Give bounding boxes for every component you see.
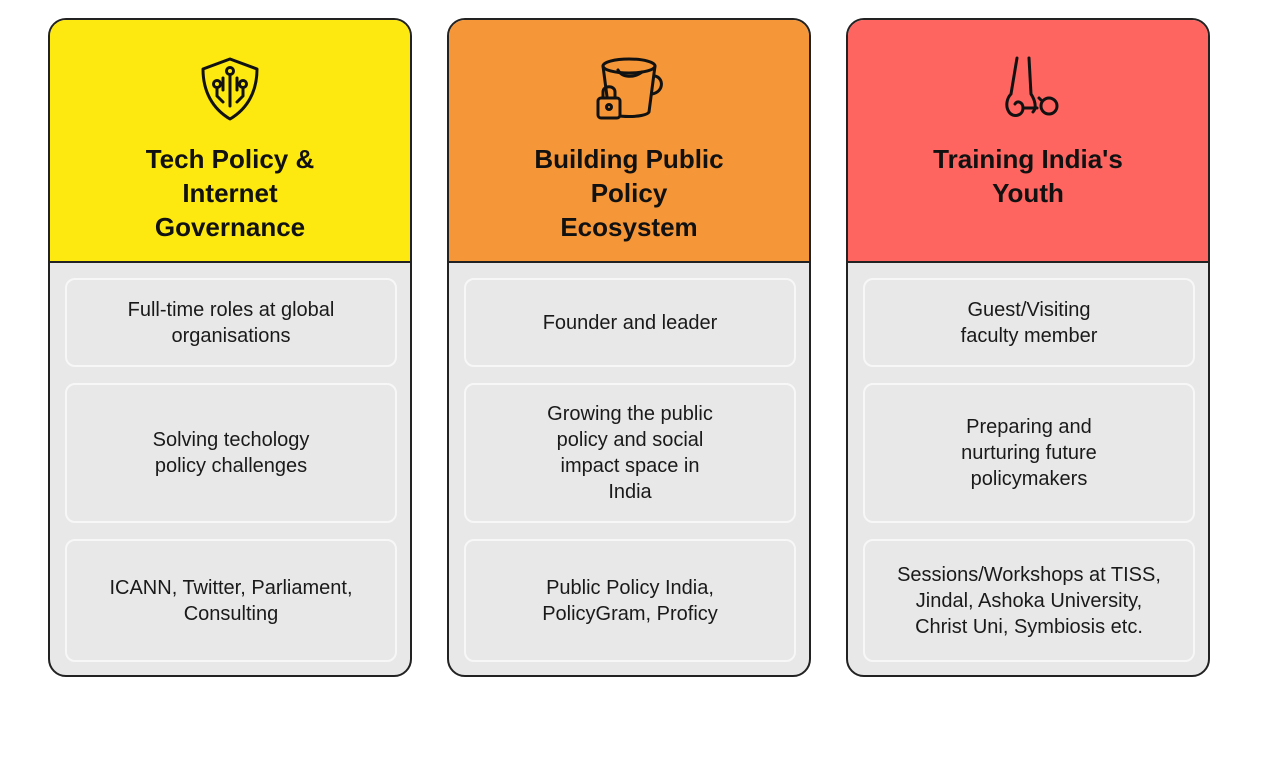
list-item: ICANN, Twitter, Parliament, Consulting [65, 539, 397, 662]
card-items: Full-time roles at global organisations … [50, 263, 410, 662]
list-item: Public Policy India, PolicyGram, Proficy [464, 539, 796, 662]
list-item: Full-time roles at global organisations [65, 278, 397, 367]
card-training-youth: Training India's Youth Guest/Visiting fa… [846, 18, 1210, 677]
card-title: Building Public Policy Ecosystem [534, 144, 724, 242]
list-item: Growing the public policy and social imp… [464, 383, 796, 523]
stethoscope-icon [993, 54, 1063, 124]
list-item: Sessions/Workshops at TISS, Jindal, Asho… [863, 539, 1195, 662]
card-header: Training India's Youth [848, 20, 1208, 263]
card-items: Founder and leader Growing the public po… [449, 263, 809, 662]
list-item: Preparing and nurturing future policymak… [863, 383, 1195, 523]
list-item: Founder and leader [464, 278, 796, 367]
card-title: Tech Policy & Internet Governance [145, 144, 315, 242]
card-header: Building Public Policy Ecosystem [449, 20, 809, 263]
card-header: Tech Policy & Internet Governance [50, 20, 410, 263]
shield-circuit-icon [195, 54, 265, 124]
card-tech-policy: Tech Policy & Internet Governance Full-t… [48, 18, 412, 677]
card-public-policy: Building Public Policy Ecosystem Founder… [447, 18, 811, 677]
card-title: Training India's Youth [933, 144, 1123, 208]
bucket-lock-icon [594, 54, 664, 124]
list-item: Guest/Visiting faculty member [863, 278, 1195, 367]
card-items: Guest/Visiting faculty member Preparing … [848, 263, 1208, 662]
list-item: Solving techology policy challenges [65, 383, 397, 523]
